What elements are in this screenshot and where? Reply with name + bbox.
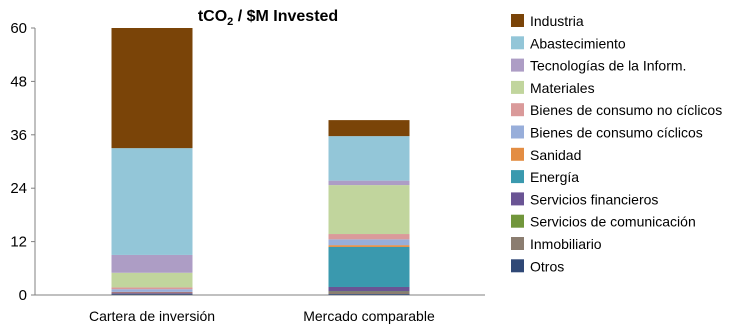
legend-label: Servicios financieros	[530, 191, 658, 207]
legend-swatch	[511, 170, 524, 184]
legend-label: Materiales	[530, 80, 595, 96]
legend-swatch	[511, 14, 524, 27]
legend-swatch	[511, 80, 524, 94]
bar-segment	[328, 136, 410, 181]
bar-segment	[111, 148, 193, 255]
legend-swatch	[511, 214, 524, 228]
bar-segment	[328, 294, 410, 295]
bar-segment	[328, 120, 410, 137]
legend-label: Abastecimiento	[530, 35, 626, 51]
legend-label: Energía	[530, 169, 579, 185]
bar-segment	[111, 272, 193, 288]
legend: Industria Abastecimiento Tecnologías de la…	[511, 13, 722, 274]
x-category-label: Cartera de inversión	[89, 308, 215, 324]
legend-label: Bienes de consumo no cíclicos	[530, 102, 722, 118]
legend-label: Tecnologías de la Inform.	[530, 58, 686, 74]
y-tick-label: 60	[10, 20, 27, 37]
bar-segment	[111, 28, 193, 149]
legend-label: Inmobiliario	[530, 236, 602, 252]
legend-label: Industria	[530, 13, 584, 29]
bar-segment	[111, 291, 193, 293]
legend-swatch	[511, 103, 524, 117]
y-tick-label: 36	[10, 127, 27, 144]
bar-segment	[111, 289, 193, 292]
legend-label: Otros	[530, 258, 564, 274]
bar-segment	[328, 286, 410, 292]
legend-label: Bienes de consumo cíclicos	[530, 125, 703, 141]
bar-segment	[328, 234, 410, 240]
y-tick-label: 12	[10, 234, 27, 251]
legend-swatch	[511, 58, 524, 72]
x-category-label: Mercado comparable	[303, 308, 435, 324]
bar-segment	[328, 245, 410, 247]
bar-segment	[111, 294, 193, 295]
chart-title-rest: / $M Invested	[233, 8, 338, 25]
legend-swatch	[511, 147, 524, 161]
legend-label: Servicios de comunicación	[530, 214, 696, 230]
legend-label: Sanidad	[530, 147, 581, 163]
chart-title: tCO2 / $M Invested	[198, 8, 338, 28]
chart-title-subscript: 2	[227, 16, 233, 28]
bar-segment	[111, 293, 193, 295]
bar-segment	[111, 292, 193, 294]
legend-swatch	[511, 192, 524, 206]
legend-swatch	[511, 237, 524, 250]
chart-title-main: tCO	[198, 8, 227, 25]
legend-swatch	[511, 125, 524, 139]
bar-segment	[328, 291, 410, 295]
bar-segment	[111, 287, 193, 290]
bar-segment	[328, 185, 410, 235]
y-tick-label: 48	[10, 73, 27, 90]
bar-segment	[328, 239, 410, 246]
bar-segment	[328, 246, 410, 287]
plot-area: 0 12 24 36 48 60 Cartera de inversión Mercado c…	[10, 20, 485, 324]
legend-swatch	[511, 36, 524, 50]
y-tick-label: 24	[10, 180, 27, 197]
bar-segment	[328, 180, 410, 186]
bar-segment	[328, 291, 410, 292]
bar-segment	[111, 254, 193, 273]
y-tick-label: 0	[19, 287, 27, 304]
legend-swatch	[511, 259, 524, 273]
